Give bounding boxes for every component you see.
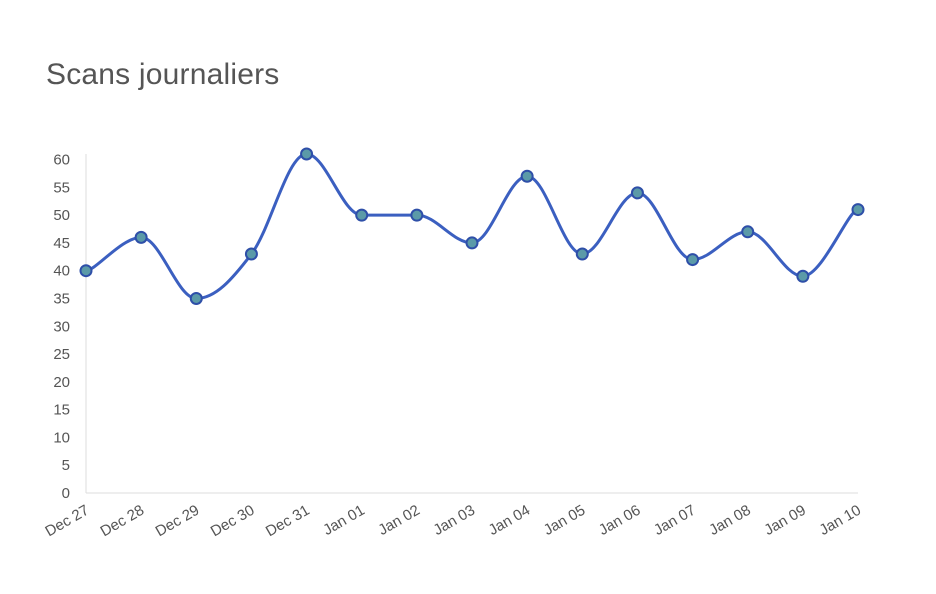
y-tick-label: 5 xyxy=(62,457,70,474)
y-tick-label: 25 xyxy=(53,346,70,363)
y-tick-label: 20 xyxy=(53,374,70,391)
series-group xyxy=(84,152,860,300)
data-point[interactable] xyxy=(575,247,589,261)
data-point[interactable] xyxy=(741,225,755,239)
y-tick-label: 40 xyxy=(53,263,70,280)
y-tick-label: 30 xyxy=(53,318,70,335)
x-tick-label: Dec 28 xyxy=(97,502,147,540)
y-tick-label: 15 xyxy=(53,402,70,419)
x-axis-labels: Dec 27 Dec 28 Dec 29 Dec 30 Dec 31 Jan 01 Jan … xyxy=(42,502,864,540)
points-group xyxy=(79,147,865,305)
chart-title: Scans journaliers xyxy=(46,58,280,91)
y-tick-label: 60 xyxy=(53,152,70,169)
data-point[interactable] xyxy=(851,203,865,217)
x-tick-label: Dec 31 xyxy=(263,502,313,540)
x-tick-label: Jan 07 xyxy=(651,502,699,539)
data-point[interactable] xyxy=(134,230,148,244)
y-tick-label: 0 xyxy=(62,485,70,502)
x-tick-label: Dec 27 xyxy=(42,502,92,540)
x-tick-label: Jan 08 xyxy=(706,502,754,539)
data-point[interactable] xyxy=(300,147,314,161)
data-point[interactable] xyxy=(244,247,258,261)
x-tick-label: Jan 06 xyxy=(596,502,644,539)
data-point[interactable] xyxy=(796,269,810,283)
data-point[interactable] xyxy=(520,169,534,183)
y-tick-label: 10 xyxy=(53,429,70,446)
y-axis-labels: 0 5 10 15 20 25 30 35 40 45 50 55 60 xyxy=(53,152,70,502)
data-point[interactable] xyxy=(465,236,479,250)
y-tick-label: 50 xyxy=(53,207,70,224)
data-point[interactable] xyxy=(355,208,369,222)
data-point[interactable] xyxy=(686,253,700,267)
x-tick-label: Jan 05 xyxy=(541,502,589,539)
series-line xyxy=(84,152,860,300)
y-tick-label: 35 xyxy=(53,290,70,307)
x-tick-label: Jan 04 xyxy=(486,502,534,539)
x-tick-label: Dec 30 xyxy=(208,502,258,540)
x-tick-label: Jan 01 xyxy=(320,502,368,539)
data-point[interactable] xyxy=(410,208,424,222)
y-tick-label: 55 xyxy=(53,179,70,196)
x-tick-label: Jan 09 xyxy=(761,502,809,539)
data-point[interactable] xyxy=(189,291,203,305)
x-tick-label: Jan 02 xyxy=(375,502,423,539)
y-tick-label: 45 xyxy=(53,235,70,252)
x-tick-label: Jan 10 xyxy=(816,502,864,539)
x-tick-label: Jan 03 xyxy=(430,502,478,539)
data-point[interactable] xyxy=(630,186,644,200)
data-point[interactable] xyxy=(79,264,93,278)
x-tick-label: Dec 29 xyxy=(153,502,203,540)
chart-axes xyxy=(85,154,858,494)
